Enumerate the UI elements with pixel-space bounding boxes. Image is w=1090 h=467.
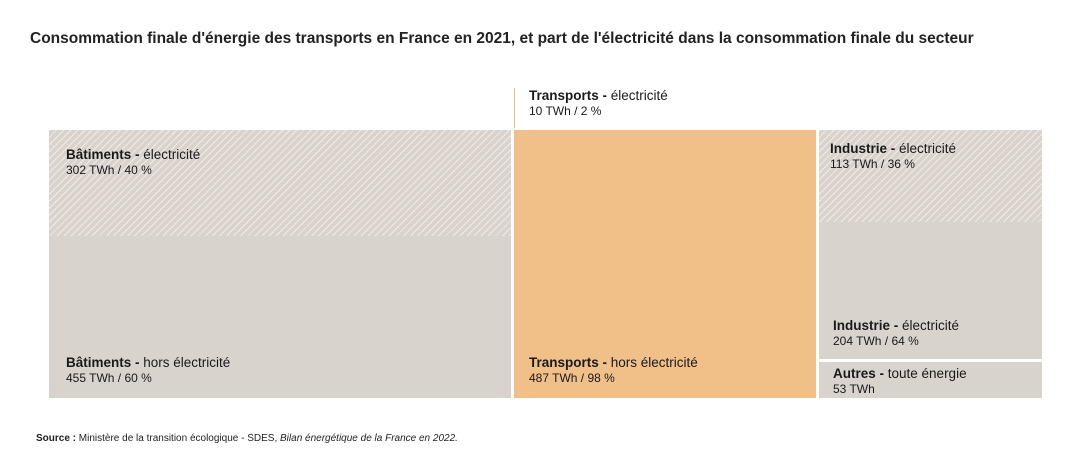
label-transports-electricite: Transports - électricité 10 TWh / 2 %	[529, 88, 668, 118]
label-value: 204 TWh / 64 %	[833, 334, 919, 348]
block-industrie-electricite-2	[819, 222, 1042, 359]
label-sector: Transports	[529, 355, 599, 370]
block-batiments-hors-electricite	[49, 236, 511, 398]
label-transports-hors-electricite: Transports - hors électricité 487 TWh / …	[529, 355, 698, 385]
label-category: électricité	[143, 147, 201, 162]
label-value: 487 TWh / 98 %	[529, 371, 615, 385]
label-sector: Autres	[833, 366, 876, 381]
label-category: hors électricité	[610, 355, 698, 370]
label-sector: Transports	[529, 88, 599, 103]
label-sector: Industrie	[833, 318, 891, 333]
source-text: Ministère de la transition écologique - …	[76, 433, 281, 444]
label-category: hors électricité	[143, 355, 231, 370]
label-category: électricité	[899, 141, 957, 156]
label-category: électricité	[610, 88, 668, 103]
label-industrie-electricite-2: Industrie - électricité 204 TWh / 64 %	[833, 318, 960, 348]
source-publication: Bilan énergétique de la France en 2022.	[280, 433, 458, 444]
label-value: 10 TWh / 2 %	[529, 104, 602, 118]
label-value: 113 TWh / 36 %	[830, 157, 915, 171]
label-sector: Industrie	[830, 141, 888, 156]
source-note: Source : Ministère de la transition écol…	[36, 433, 458, 444]
block-industrie-electricite-1	[819, 130, 1042, 222]
label-sector: Bâtiments	[66, 355, 132, 370]
label-industrie-electricite-1: Industrie - électricité 113 TWh / 36 %	[830, 141, 957, 171]
label-batiments-electricite: Bâtiments - électricité 302 TWh / 40 %	[66, 147, 201, 177]
chart-title: Consommation finale d'énergie des transp…	[30, 30, 974, 47]
block-transports-hors-electricite	[514, 130, 816, 398]
block-autres	[819, 362, 1042, 398]
label-value: 53 TWh	[833, 382, 875, 396]
transports-electricite-leader-line	[514, 88, 515, 128]
label-autres: Autres - toute énergie 53 TWh	[833, 366, 967, 396]
label-category: toute énergie	[887, 366, 967, 381]
source-label: Source :	[36, 433, 77, 444]
label-category: électricité	[902, 318, 960, 333]
label-value: 302 TWh / 40 %	[66, 163, 152, 177]
label-sector: Bâtiments	[66, 147, 132, 162]
label-batiments-hors-electricite: Bâtiments - hors électricité 455 TWh / 6…	[66, 355, 231, 385]
block-batiments-electricite	[49, 130, 511, 236]
label-value: 455 TWh / 60 %	[66, 371, 152, 385]
